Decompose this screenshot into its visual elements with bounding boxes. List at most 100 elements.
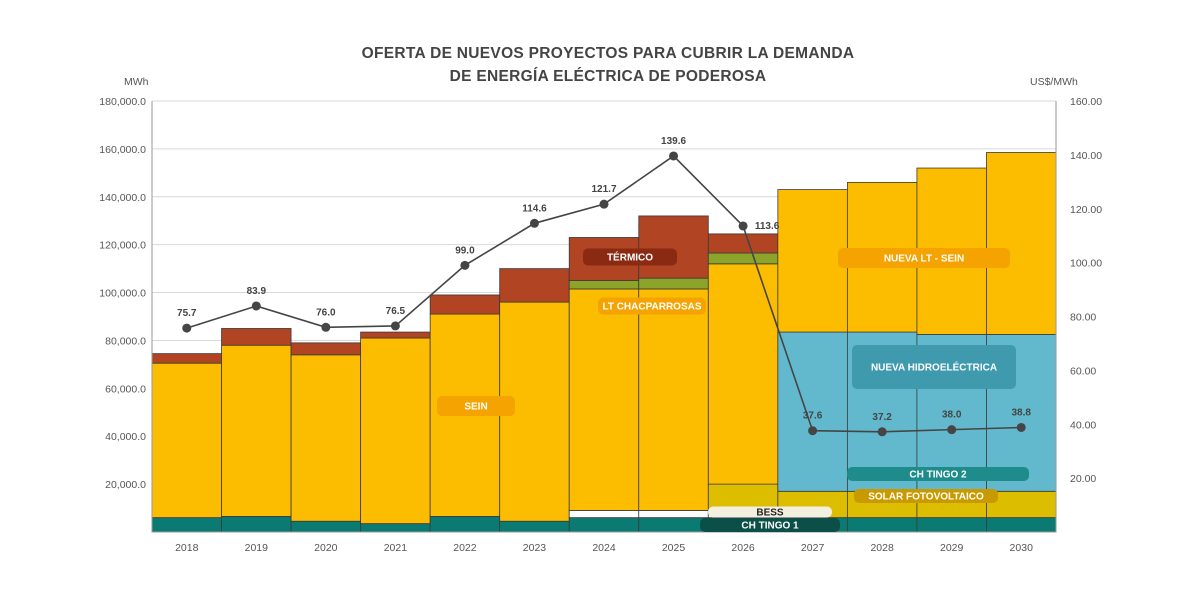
left-axis-unit: MWh <box>124 76 149 88</box>
series-labels: TÉRMICO LT CHACPARROSAS SEIN NUEVA LT - SEI… <box>437 248 1029 532</box>
right-tick-label: 20.00 <box>1070 473 1096 485</box>
right-axis-unit: US$/MWh <box>1030 76 1078 88</box>
bar-segment <box>916 517 987 533</box>
x-tick-label: 2018 <box>175 542 199 554</box>
price-point <box>1016 422 1026 432</box>
right-tick-label: 100.00 <box>1070 258 1102 270</box>
bar-segment <box>707 233 779 254</box>
price-label: 37.2 <box>872 412 892 423</box>
series-badge <box>854 489 998 503</box>
bar-segment <box>986 490 1057 519</box>
series-badge <box>437 396 515 416</box>
series-badge <box>847 467 1029 481</box>
x-tick-label: 2023 <box>523 542 547 554</box>
bar-segment <box>707 483 779 511</box>
bar-segment <box>499 268 570 303</box>
price-label: 75.7 <box>177 308 197 319</box>
price-label: 76.5 <box>386 306 406 317</box>
price-point <box>529 218 539 228</box>
bar-segment <box>638 517 709 533</box>
series-badge <box>598 297 706 315</box>
bar-segment <box>360 337 431 525</box>
x-tick-label: 2028 <box>870 542 894 554</box>
x-tick-label: 2020 <box>314 542 338 554</box>
bar-segment <box>777 189 848 333</box>
left-tick-label: 140,000.0 <box>99 192 146 204</box>
left-tick-label: 80,000.0 <box>105 335 146 347</box>
price-label: 113.6 <box>755 221 780 232</box>
left-tick-label: 180,000.0 <box>99 96 146 108</box>
bar-segment <box>290 520 362 533</box>
series-badge-label: SEIN <box>464 402 487 413</box>
price-label: 37.6 <box>803 411 823 422</box>
series-badge-label: CH TINGO 1 <box>741 521 799 532</box>
bar-segment <box>429 294 501 315</box>
bar-segment <box>568 517 640 533</box>
bar-segment <box>568 280 640 290</box>
left-tick-label: 40,000.0 <box>105 431 146 443</box>
price-point <box>251 301 261 311</box>
right-tick-label: 120.00 <box>1070 204 1102 216</box>
bar-segment <box>151 362 222 519</box>
bar-segment <box>638 510 709 519</box>
bar-segment <box>499 520 570 533</box>
bar-segment <box>221 516 292 533</box>
bar-segment <box>221 328 292 346</box>
series-badge-label: LT CHACPARROSAS <box>602 302 701 313</box>
price-point <box>947 425 957 435</box>
right-tick-label: 160.00 <box>1070 96 1102 108</box>
chart-title-line1: OFERTA DE NUEVOS PROYECTOS PARA CUBRIR L… <box>362 45 855 62</box>
right-tick-label: 60.00 <box>1070 365 1096 377</box>
series-badge <box>852 345 1016 389</box>
bar-segment <box>986 517 1057 533</box>
series-badge-label: NUEVA LT - SEIN <box>884 254 964 265</box>
bar-segment <box>151 517 222 533</box>
price-point <box>390 321 400 331</box>
price-label: 114.6 <box>522 203 547 214</box>
left-tick-label: 60,000.0 <box>105 383 146 395</box>
x-tick-label: 2029 <box>940 542 964 554</box>
x-tick-label: 2019 <box>245 542 269 554</box>
tick-labels: 20,000.0 40,000.0 60,000.0 80,000.0 100,000.… <box>99 96 1102 554</box>
series-badge-label: CH TINGO 2 <box>909 470 967 481</box>
bar-segment <box>707 252 779 265</box>
price-point <box>321 322 331 332</box>
price-label: 99.0 <box>455 245 475 256</box>
price-label: 139.6 <box>661 136 686 147</box>
axes <box>151 101 1057 533</box>
price-point <box>738 221 748 231</box>
series-badge-label: TÉRMICO <box>607 251 653 264</box>
bar-segment <box>151 353 222 364</box>
bar-segment <box>290 342 362 356</box>
bar-segment <box>638 288 709 511</box>
bar-segment <box>986 152 1057 335</box>
left-tick-label: 100,000.0 <box>99 288 146 300</box>
bar-segment <box>846 517 918 533</box>
bar-segment <box>290 354 362 522</box>
x-tick-label: 2022 <box>453 542 477 554</box>
bar-segment <box>568 288 640 511</box>
bar-segment <box>429 516 501 533</box>
bar-segment <box>221 344 292 517</box>
price-point <box>877 427 887 437</box>
bar-segment <box>707 263 779 485</box>
bar-segment <box>638 277 709 290</box>
price-point <box>182 323 192 333</box>
price-point <box>460 260 470 270</box>
price-point <box>808 426 818 436</box>
x-tick-label: 2021 <box>384 542 408 554</box>
price-label: 121.7 <box>591 184 616 195</box>
series-badge-label: BESS <box>756 508 784 519</box>
series-badge <box>583 248 677 266</box>
left-tick-label: 160,000.0 <box>99 144 146 156</box>
right-tick-label: 40.00 <box>1070 419 1096 431</box>
price-point <box>669 151 679 161</box>
bar-segment <box>360 331 431 339</box>
right-tick-label: 140.00 <box>1070 150 1102 162</box>
bar-segment <box>360 523 431 533</box>
bar-segment <box>568 510 640 519</box>
price-line: 75.7 83.9 76.0 76.5 99.0 114.6 121.7 139.6 113.6… <box>177 136 1031 437</box>
price-label: 83.9 <box>247 286 267 297</box>
x-tick-label: 2027 <box>801 542 825 554</box>
